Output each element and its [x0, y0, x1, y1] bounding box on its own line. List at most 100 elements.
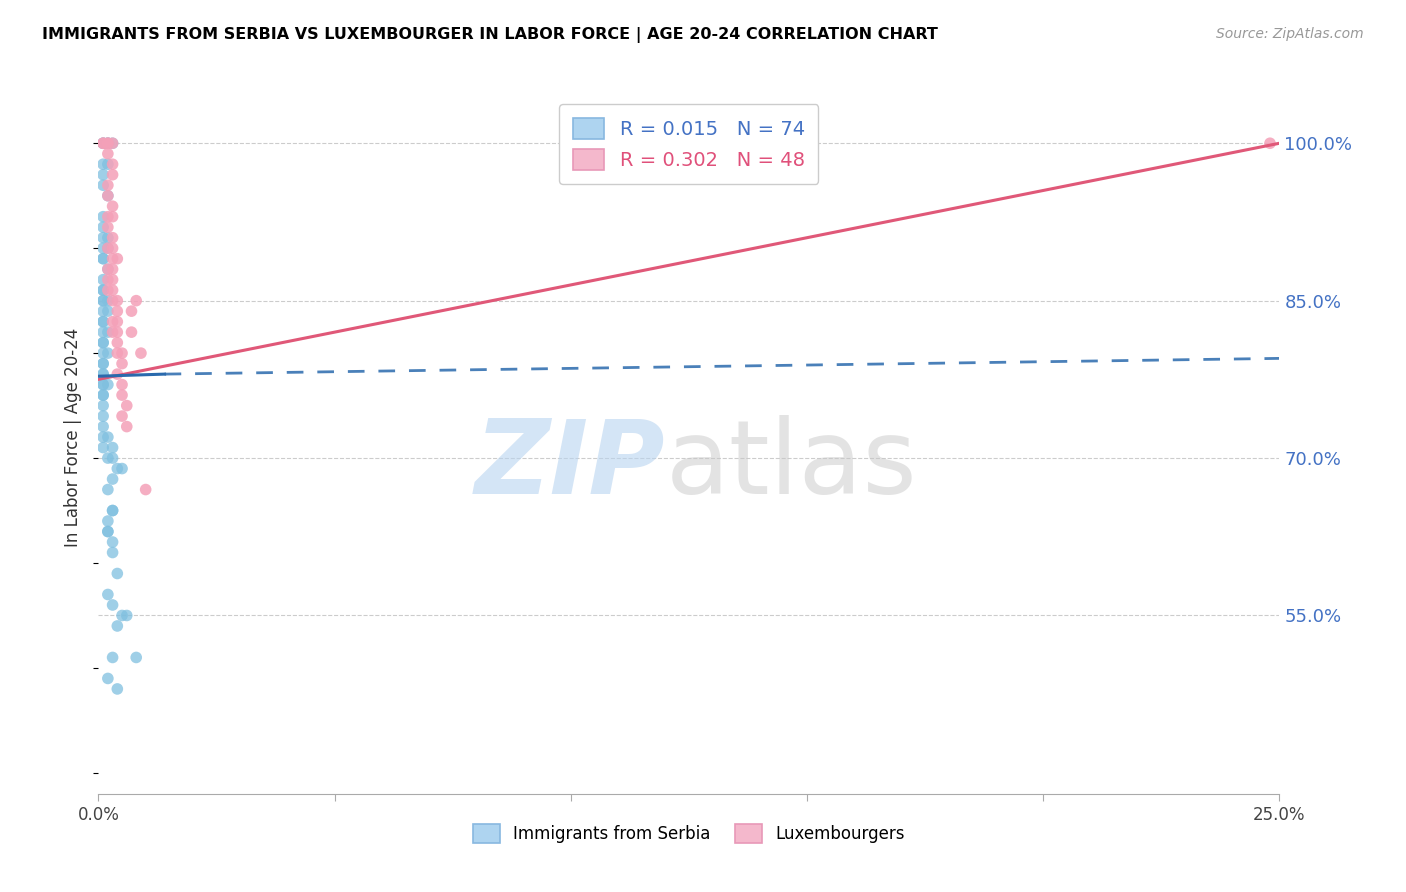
Point [91, 315, 114, 329]
Point [91, 357, 114, 371]
Point [101, 293, 124, 308]
Point [91, 304, 114, 318]
Point [91, 409, 114, 423]
Point [97, 136, 120, 151]
Point [101, 650, 124, 665]
Point [97, 524, 120, 539]
Point [111, 388, 134, 402]
Point [91, 230, 114, 244]
Point [91, 293, 114, 308]
Point [101, 325, 124, 339]
Point [105, 681, 128, 696]
Point [91, 388, 114, 402]
Point [91, 399, 114, 413]
Point [125, 650, 148, 665]
Point [91, 283, 114, 297]
Point [91, 283, 114, 297]
Point [97, 451, 120, 466]
Point [105, 566, 128, 581]
Point [101, 283, 124, 297]
Point [91, 136, 114, 151]
Point [97, 157, 120, 171]
Point [105, 315, 128, 329]
Point [101, 241, 124, 255]
Point [91, 377, 114, 392]
Point [111, 346, 134, 360]
Point [101, 136, 124, 151]
Point [101, 545, 124, 559]
Point [97, 346, 120, 360]
Point [97, 325, 120, 339]
Point [101, 199, 124, 213]
Text: atlas: atlas [665, 415, 917, 516]
Point [97, 483, 120, 497]
Point [91, 315, 114, 329]
Point [121, 325, 143, 339]
Point [97, 136, 120, 151]
Point [115, 419, 138, 434]
Point [97, 283, 120, 297]
Point [97, 262, 120, 277]
Point [97, 230, 120, 244]
Point [101, 168, 124, 182]
Point [105, 252, 128, 266]
Point [101, 262, 124, 277]
Point [101, 136, 124, 151]
Point [101, 157, 124, 171]
Point [91, 293, 114, 308]
Point [91, 335, 114, 350]
Point [97, 273, 120, 287]
Point [97, 136, 120, 151]
Point [105, 619, 128, 633]
Point [97, 377, 120, 392]
Point [91, 430, 114, 444]
Point [91, 136, 114, 151]
Point [101, 472, 124, 486]
Point [101, 451, 124, 466]
Point [91, 357, 114, 371]
Point [101, 210, 124, 224]
Point [91, 441, 114, 455]
Point [115, 399, 138, 413]
Point [97, 587, 120, 601]
Point [97, 146, 120, 161]
Point [97, 430, 120, 444]
Point [105, 461, 128, 475]
Point [97, 136, 120, 151]
Point [101, 441, 124, 455]
Point [101, 535, 124, 549]
Point [91, 178, 114, 193]
Point [115, 608, 138, 623]
Point [91, 210, 114, 224]
Point [97, 304, 120, 318]
Point [121, 304, 143, 318]
Point [125, 293, 148, 308]
Point [1258, 136, 1281, 151]
Point [91, 273, 114, 287]
Point [111, 357, 134, 371]
Point [91, 220, 114, 235]
Point [97, 210, 120, 224]
Point [91, 377, 114, 392]
Point [101, 598, 124, 612]
Point [97, 262, 120, 277]
Text: IMMIGRANTS FROM SERBIA VS LUXEMBOURGER IN LABOR FORCE | AGE 20-24 CORRELATION CH: IMMIGRANTS FROM SERBIA VS LUXEMBOURGER I… [42, 27, 938, 43]
Point [91, 335, 114, 350]
Point [91, 388, 114, 402]
Point [111, 461, 134, 475]
Point [97, 514, 120, 528]
Point [91, 325, 114, 339]
Point [91, 367, 114, 381]
Point [97, 524, 120, 539]
Point [91, 168, 114, 182]
Text: ZIP: ZIP [475, 415, 665, 516]
Point [97, 188, 120, 202]
Point [101, 315, 124, 329]
Point [97, 220, 120, 235]
Legend: Immigrants from Serbia, Luxembourgers: Immigrants from Serbia, Luxembourgers [467, 818, 911, 850]
Point [101, 252, 124, 266]
Y-axis label: In Labor Force | Age 20-24: In Labor Force | Age 20-24 [65, 327, 83, 547]
Point [105, 325, 128, 339]
Point [135, 483, 157, 497]
Point [111, 377, 134, 392]
